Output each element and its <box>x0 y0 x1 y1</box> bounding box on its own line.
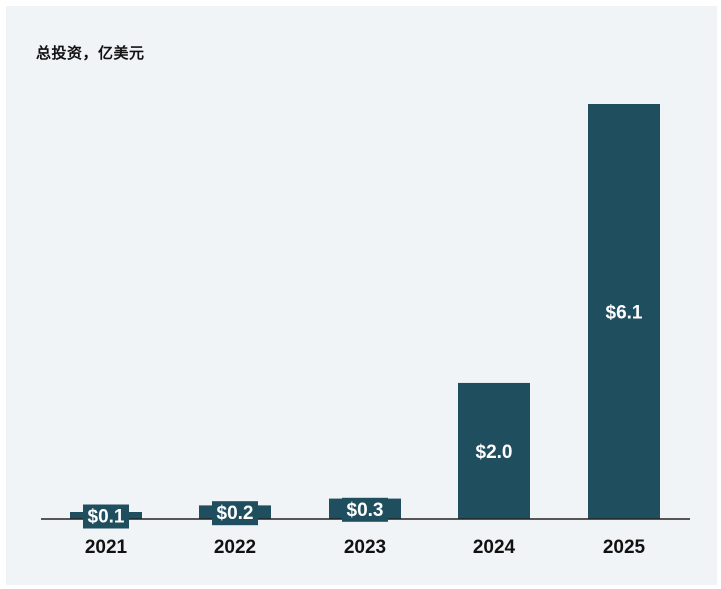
x-tick-label-2023: 2023 <box>344 537 386 558</box>
bar-value-label-2025: $6.1 <box>606 303 643 324</box>
bar-value-label-2023: $0.3 <box>347 500 384 521</box>
x-tick-label-2025: 2025 <box>603 537 646 558</box>
x-tick-labels-group: 2021 2022 2023 2024 2025 <box>85 537 646 558</box>
x-tick-label-2024: 2024 <box>473 537 516 558</box>
bar-value-label-2022: $0.2 <box>217 503 254 524</box>
bar-label-box-2023 <box>342 497 388 522</box>
bar-2024 <box>458 382 530 519</box>
bar-2025 <box>588 104 660 519</box>
bars-group <box>70 104 660 519</box>
bar-label-box-2022 <box>212 501 258 526</box>
bar-value-label-2024: $2.0 <box>476 442 513 463</box>
bar-labels-group: $0.1 $0.2 $0.3 $2.0 $6.1 <box>83 303 643 529</box>
bar-value-label-2021: $0.1 <box>88 507 125 528</box>
x-tick-label-2022: 2022 <box>214 537 256 558</box>
chart-title: 总投资，亿美元 <box>36 44 145 62</box>
x-tick-label-2021: 2021 <box>85 537 128 558</box>
bar-label-box-2021 <box>83 504 129 529</box>
